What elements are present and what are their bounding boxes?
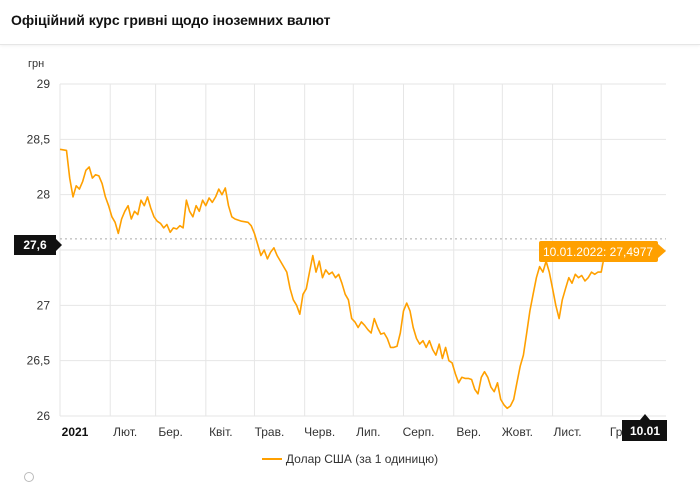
y-crosshair-badge: 27,6 [14,235,62,255]
y-axis: грн 29 28,5 28 27 26,5 26 [27,58,51,423]
y-tick-label: 27 [37,298,51,312]
x-tick-label: Вер. [456,425,481,439]
tooltip-arrow [658,244,666,258]
y-tick-label: 26 [37,409,51,423]
tooltip-text: 10.01.2022: 27,4977 [543,245,653,259]
y-tick-label: 28,5 [27,132,51,146]
x-tick-label: Гр [610,425,623,439]
y-tick-label: 28 [37,188,51,202]
y-badge-arrow [56,239,62,251]
x-tick-label: Жовт. [502,425,533,439]
x-tick-label: Трав. [255,425,285,439]
y-badge-bg [14,235,56,255]
x-tick-label: 2021 [62,425,89,439]
x-badge-label: 10.01 [630,424,660,438]
x-tick-label: Квіт. [209,425,233,439]
x-tick-label: Серп. [403,425,435,439]
x-badge-bg [622,420,667,441]
x-axis: 2021 Лют. Бер. Квіт. Трав. Черв. Лип. Серп. Вер.… [62,425,623,439]
legend-swatch [261,457,282,460]
tooltip: 10.01.2022: 27,4977 [539,241,666,262]
page-title: Офіційний курс гривні щодо іноземних вал… [11,12,331,28]
header: Офіційний курс гривні щодо іноземних вал… [0,0,700,45]
x-tick-label: Лип. [356,425,380,439]
x-tick-label: Бер. [158,425,183,439]
x-crosshair-badge: 10.01 [622,414,667,441]
x-badge-arrow [640,414,650,420]
series-line-usd[interactable] [59,148,609,410]
y-tick-label: 29 [37,77,51,91]
x-tick-label: Лют. [113,425,137,439]
y-badge-label: 27,6 [23,238,47,252]
chart-legend[interactable]: Долар США (за 1 одиницю) [0,452,700,468]
line-chart[interactable]: грн 29 28,5 28 27 26,5 26 2021 Лют. Бер. Квіт. Тр… [0,44,700,444]
legend-label: Долар США (за 1 одиницю) [285,452,439,466]
info-icon [24,472,34,482]
y-axis-unit-label: грн [28,58,44,70]
x-tick-label: Черв. [304,425,335,439]
x-tick-label: Лист. [554,425,582,439]
tooltip-bg [539,241,658,262]
y-tick-label: 26,5 [27,354,51,368]
